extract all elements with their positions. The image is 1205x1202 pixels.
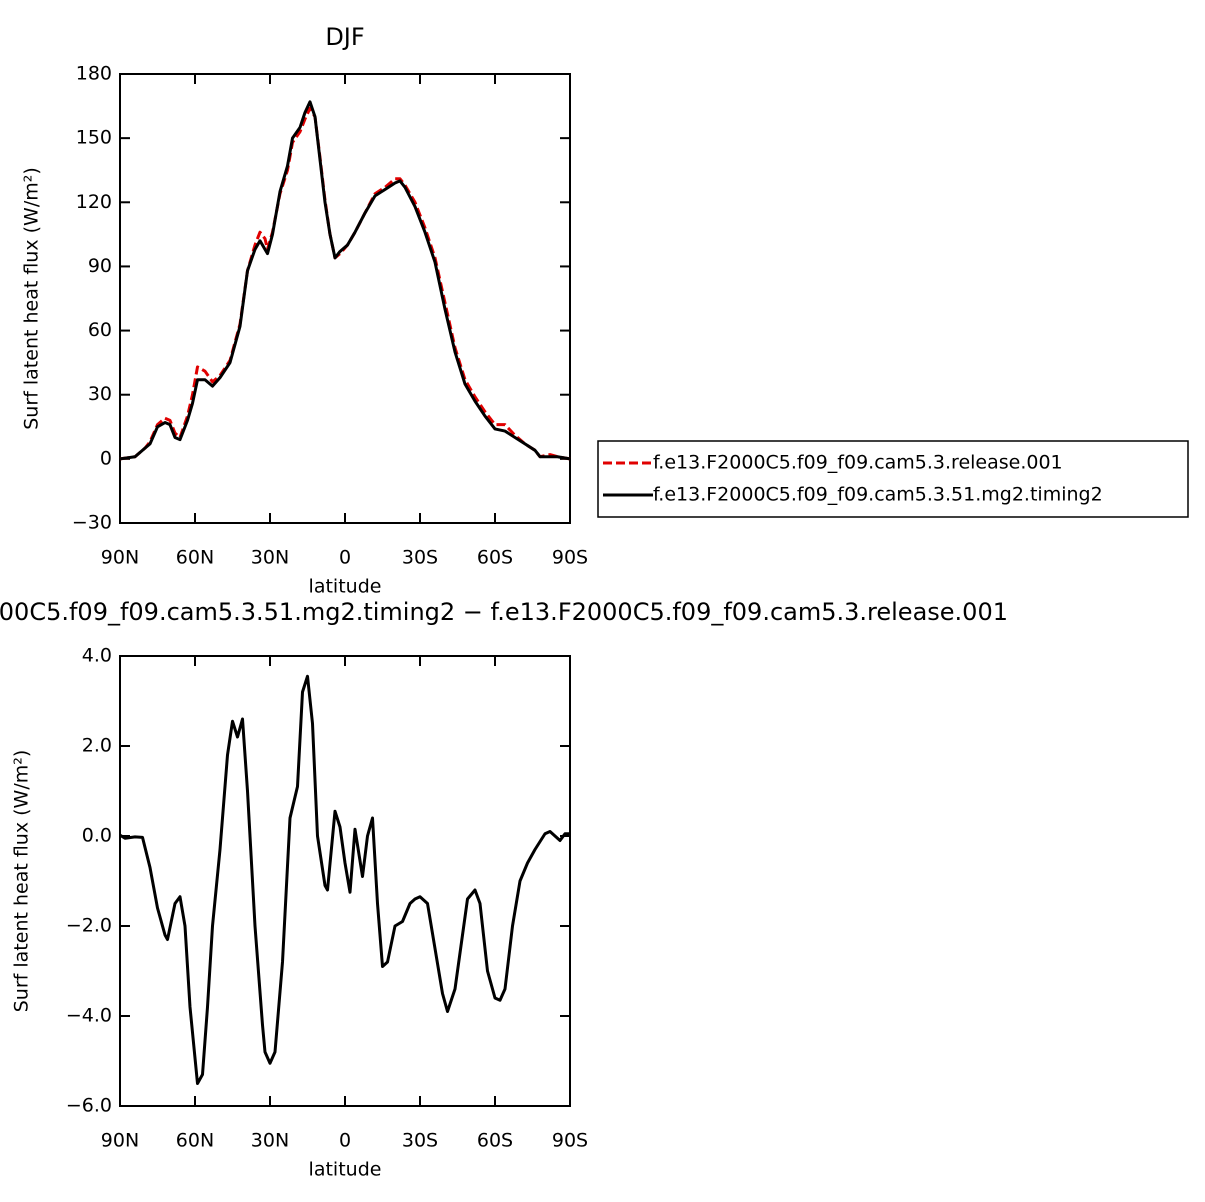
y-tick-label: 120 [76, 191, 112, 213]
y-axis-label: Surf latent heat flux (W/m²) [21, 167, 43, 430]
y-tick-label: 90 [88, 255, 112, 277]
y-tick-label: 150 [76, 127, 112, 149]
x-tick-label: 90S [552, 547, 588, 569]
x-tick-label: 60N [176, 1130, 214, 1152]
y-tick-label: −30 [72, 512, 112, 534]
x-tick-label: 90N [101, 1130, 139, 1152]
x-tick-label: 30N [251, 1130, 289, 1152]
y-tick-label: −4.0 [66, 1005, 112, 1027]
x-tick-label: 90N [101, 547, 139, 569]
y-tick-label: 0 [100, 447, 112, 469]
y-tick-label: 4.0 [82, 645, 112, 667]
chart-title: DJF [325, 23, 364, 51]
legend-label: f.e13.F2000C5.f09_f09.cam5.3.51.mg2.timi… [653, 484, 1103, 506]
x-tick-label: 60S [477, 1130, 513, 1152]
x-tick-label: 0 [339, 1130, 351, 1152]
y-tick-label: 30 [88, 383, 112, 405]
legend-box [597, 440, 1189, 518]
x-tick-label: 30S [402, 1130, 438, 1152]
y-axis-label: Surf latent heat flux (W/m²) [11, 750, 33, 1013]
x-axis-label: latitude [309, 576, 382, 598]
x-tick-label: 60N [176, 547, 214, 569]
plot-frame [119, 655, 571, 1107]
x-tick-label: 30N [251, 547, 289, 569]
y-tick-label: 180 [76, 63, 112, 85]
y-tick-label: 0.0 [82, 825, 112, 847]
plot-frame [119, 73, 571, 524]
x-tick-label: 90S [552, 1130, 588, 1152]
y-tick-label: −2.0 [66, 915, 112, 937]
x-tick-label: 0 [339, 547, 351, 569]
x-tick-label: 60S [477, 547, 513, 569]
legend-label: f.e13.F2000C5.f09_f09.cam5.3.release.001 [653, 452, 1063, 474]
x-axis-label: latitude [309, 1159, 382, 1181]
y-tick-label: 2.0 [82, 735, 112, 757]
x-tick-label: 30S [402, 547, 438, 569]
chart-title: f.e13.F2000C5.f09_f09.cam5.3.51.mg2.timi… [0, 598, 1008, 626]
data-line [119, 674, 570, 1085]
data-line [119, 106, 571, 461]
y-tick-label: −6.0 [66, 1095, 112, 1117]
y-tick-label: 60 [88, 319, 112, 341]
data-line [119, 100, 571, 461]
